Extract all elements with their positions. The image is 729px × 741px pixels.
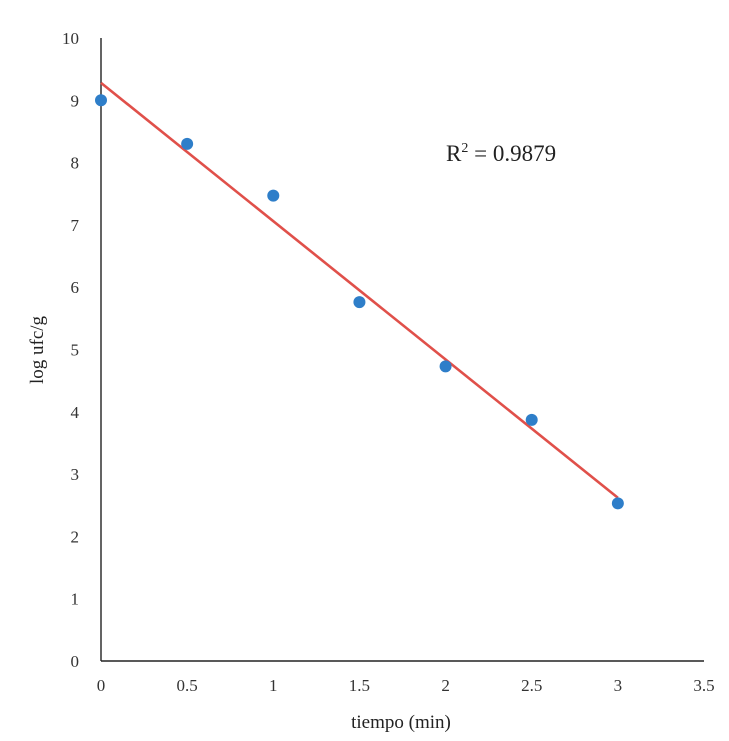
y-tick-label: 2 [71, 527, 80, 546]
x-tick-label: 0 [97, 676, 106, 695]
y-tick-label: 4 [71, 403, 80, 422]
data-point [439, 360, 452, 373]
x-tick-label: 1 [269, 676, 278, 695]
data-point [611, 497, 624, 510]
x-tick-label: 3.5 [693, 676, 714, 695]
r-squared-annotation: R2 = 0.9879 [446, 141, 556, 166]
x-tick-label: 2 [441, 676, 450, 695]
y-tick-label: 0 [71, 652, 80, 671]
x-tick-labels: 0 0.5 1 1.5 2 2.5 3 3.5 [97, 676, 715, 695]
x-axis-label: tiempo (min) [351, 712, 451, 733]
x-tick-label: 3 [614, 676, 623, 695]
y-axis-label: log ufc/g [27, 315, 48, 384]
y-tick-label: 10 [62, 29, 79, 48]
r-squared-value: = 0.9879 [468, 141, 556, 166]
y-tick-label: 1 [71, 590, 80, 609]
data-points [95, 94, 624, 510]
data-point [181, 137, 194, 150]
x-tick-label: 1.5 [349, 676, 370, 695]
y-tick-label: 6 [71, 278, 80, 297]
r-squared-superscript: 2 [461, 141, 468, 156]
y-tick-label: 3 [71, 465, 80, 484]
x-tick-label: 2.5 [521, 676, 542, 695]
r-squared-base: R [446, 141, 462, 166]
data-point [95, 94, 107, 107]
y-tick-labels: 0 1 2 3 4 5 6 7 8 9 10 [62, 29, 80, 671]
trendline [100, 81, 619, 499]
data-point [267, 189, 280, 202]
data-point [353, 296, 366, 309]
x-tick-label: 0.5 [177, 676, 198, 695]
y-tick-label: 8 [71, 154, 80, 173]
y-tick-label: 9 [71, 91, 80, 110]
data-point [525, 413, 538, 426]
y-tick-label: 7 [71, 216, 80, 235]
y-tick-label: 5 [71, 341, 80, 360]
